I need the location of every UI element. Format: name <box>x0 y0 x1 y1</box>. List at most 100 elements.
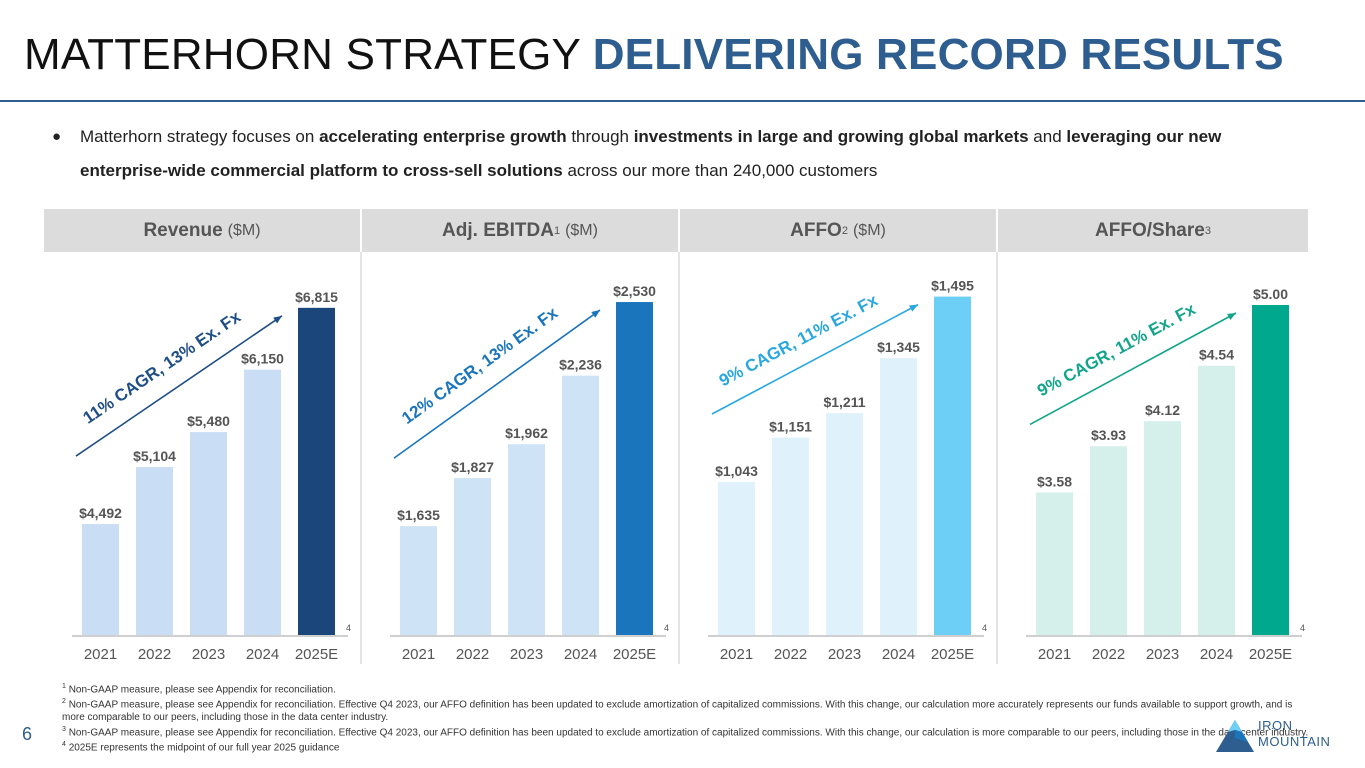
cagr-arrow-line <box>711 303 919 415</box>
tick-label: 2024 <box>246 646 279 663</box>
tick-label: 2023 <box>192 646 225 663</box>
logo-line-2: MOUNTAIN <box>1258 734 1331 749</box>
header-affo-share-name: AFFO/Share <box>1095 219 1205 241</box>
logo-text: IRON MOUNTAIN <box>1258 718 1330 750</box>
mountain-icon <box>1216 720 1254 752</box>
data-label: $5.00 <box>1253 286 1288 302</box>
data-label: $1,962 <box>505 425 548 441</box>
bullet-text-1: Matterhorn strategy focuses on <box>80 127 320 146</box>
bar-2021 <box>718 482 755 635</box>
title-accent: DELIVERING RECORD RESULTS <box>592 30 1284 79</box>
page-number: 6 <box>22 724 33 744</box>
data-label: $3.58 <box>1037 473 1072 489</box>
cagr-annotation: 9% CAGR, 11% Ex. Fx <box>1034 299 1199 400</box>
tick-label: 2021 <box>1038 646 1071 663</box>
bar-2024 <box>1198 365 1235 635</box>
bullet-bold-2: investments in large and growing global … <box>633 127 1029 146</box>
data-label: $1,345 <box>877 339 920 355</box>
header-affo-unit: ($M) <box>852 221 886 239</box>
header-affo-share-sup: 3 <box>1204 224 1211 237</box>
bar-2021 <box>82 524 119 635</box>
header-affo-sup: 2 <box>841 224 848 237</box>
bar-2024 <box>880 358 917 635</box>
data-label: $4,492 <box>79 505 122 521</box>
footnote-3-text: Non-GAAP measure, please see Appendix fo… <box>68 726 1309 738</box>
data-label: $1,495 <box>931 278 974 294</box>
bar-2023 <box>190 432 227 635</box>
tick-label: 2025E <box>931 646 974 663</box>
bullet-text-3: and <box>1028 127 1067 146</box>
bar-2024 <box>562 375 599 635</box>
tick-label: 2023 <box>828 646 861 663</box>
cagr-annotation: 12% CAGR, 13% Ex. Fx <box>398 303 561 428</box>
cagr-arrow-head <box>591 310 600 318</box>
footnote-1-text: Non-GAAP measure, please see Appendix fo… <box>68 684 336 696</box>
bullet-bold-1: accelerating enterprise growth <box>319 127 567 146</box>
footnote-ref: 4 <box>664 623 669 633</box>
data-label: $4.12 <box>1145 402 1180 418</box>
tick-label: 2025E <box>295 646 338 663</box>
footnote-4: 4 2025E represents the midpoint of our f… <box>62 739 1312 754</box>
footnote-4-text: 2025E represents the midpoint of our ful… <box>68 742 340 754</box>
tick-label: 2024 <box>1200 646 1233 663</box>
bullet-bold-3: leveraging our new enterprise-wide comme… <box>80 127 1222 180</box>
cagr-arrow-line <box>1029 312 1237 426</box>
bar-2023 <box>1144 421 1181 635</box>
tick-label: 2025E <box>613 646 656 663</box>
footnote-2: 2 Non-GAAP measure, please see Appendix … <box>62 696 1312 723</box>
tick-label: 2022 <box>138 646 171 663</box>
bar-2024 <box>244 369 281 635</box>
bar-2025E <box>616 302 653 635</box>
data-label: $6,150 <box>241 351 284 367</box>
data-label: $5,104 <box>133 448 176 464</box>
cagr-arrow-head <box>273 315 282 324</box>
header-ebitda-name: Adj. EBITDA <box>442 219 554 241</box>
logo-line-1: IRON <box>1258 718 1293 733</box>
tick-label: 2025E <box>1249 646 1292 663</box>
footnote-2-num: 2 <box>62 698 66 706</box>
footnote-3: 3 Non-GAAP measure, please see Appendix … <box>62 724 1312 739</box>
bar-2025E <box>934 296 971 635</box>
bar-2022 <box>772 437 809 635</box>
cagr-arrow-head <box>909 304 918 312</box>
footnote-2-text: Non-GAAP measure, please see Appendix fo… <box>62 699 1293 723</box>
header-revenue: Revenue ($M) <box>44 209 360 252</box>
tick-label: 2023 <box>1146 646 1179 663</box>
tick-label: 2024 <box>882 646 915 663</box>
data-label: $2,236 <box>559 357 602 373</box>
cagr-arrow-line <box>393 309 601 459</box>
charts-area: $4,492 2021 $5,104 2022 $5,480 2023 $6,150 2024… <box>44 252 1308 664</box>
header-affo-name: AFFO <box>790 219 842 241</box>
header-ebitda-sup: 1 <box>553 224 561 237</box>
bar-2021 <box>1036 492 1073 635</box>
tick-label: 2021 <box>84 646 117 663</box>
data-label: $1,043 <box>715 463 758 479</box>
tick-label: 2022 <box>456 646 489 663</box>
bullet-dot: ● <box>52 128 62 145</box>
bar-2025E <box>298 307 335 635</box>
data-label: $1,211 <box>823 394 865 410</box>
bar-2022 <box>1090 446 1127 635</box>
data-label: $6,815 <box>295 289 338 305</box>
bar-2022 <box>136 467 173 635</box>
footnotes: 1 Non-GAAP measure, please see Appendix … <box>62 681 1312 754</box>
bullet-text: Matterhorn strategy focuses on accelerat… <box>80 120 1312 188</box>
data-label: $1,635 <box>397 507 440 523</box>
tick-label: 2022 <box>1092 646 1125 663</box>
cagr-annotation: 9% CAGR, 11% Ex. Fx <box>716 290 881 390</box>
slide-title: MATTERHORN STRATEGY DELIVERING RECORD RE… <box>24 30 1284 80</box>
footnote-ref: 4 <box>1300 623 1305 633</box>
chart-headers: Revenue ($M) Adj. EBITDA 1 ($M) AFFO 2 ($M) A… <box>44 209 1308 252</box>
strategy-bullet: ● Matterhorn strategy focuses on acceler… <box>52 120 1312 188</box>
header-revenue-unit: ($M) <box>227 221 261 239</box>
header-ebitda: Adj. EBITDA 1 ($M) <box>362 209 678 252</box>
footnote-ref: 4 <box>346 623 351 633</box>
data-label: $1,151 <box>769 419 812 435</box>
bullet-text-4: across our more than 240,000 customers <box>562 161 878 180</box>
header-revenue-name: Revenue <box>143 219 223 241</box>
footnote-4-num: 4 <box>62 740 66 748</box>
data-label: $4.54 <box>1199 347 1234 363</box>
footnote-ref: 4 <box>982 623 987 633</box>
bar-2023 <box>826 413 863 635</box>
data-label: $5,480 <box>187 413 230 429</box>
